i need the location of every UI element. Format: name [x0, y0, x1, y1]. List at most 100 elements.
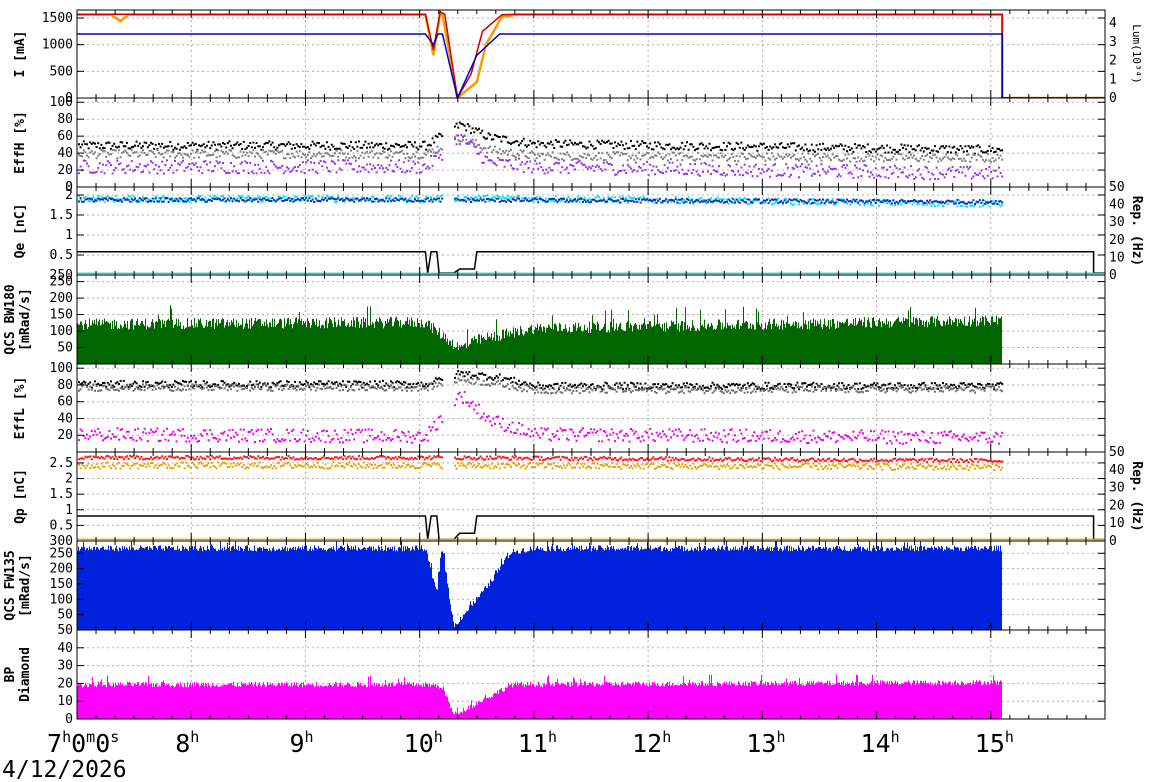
y-axis-title: Qp [nC]: [13, 469, 28, 524]
y-tick-label: 20: [57, 428, 73, 443]
right-tick-label: 10: [1109, 516, 1125, 531]
scatter-effh-1: [78, 134, 1004, 163]
y-axis-title: BP: [3, 667, 18, 683]
y-tick-label: 1: [65, 503, 73, 518]
plot-area-current: [77, 10, 1105, 98]
gridlines: [77, 98, 1105, 187]
y-tick-label: 100: [50, 592, 73, 607]
y-tick-label: 200: [50, 291, 73, 306]
y-axis-title: QCS BW180: [3, 284, 18, 355]
x-tick-label: 12h: [632, 728, 671, 758]
y-tick-label: 1500: [42, 11, 73, 26]
right-tick-label: 0: [1109, 534, 1117, 549]
y-tick-label: 0: [65, 91, 73, 106]
series-current-2: [77, 33, 1105, 98]
right-tick-label: 30: [1109, 215, 1125, 230]
x-tick-label: 8h: [175, 728, 199, 758]
right-axis-qe: 0 10 20 30 40 50 Rep. (Hz): [1109, 180, 1144, 283]
right-tick-label: 20: [1109, 233, 1125, 248]
plot-area-bp: [77, 630, 1105, 719]
y-axis-title: I [mA]: [13, 31, 28, 78]
plot-area-qp: [77, 452, 1105, 541]
right-axis-title: Rep. (Hz): [1129, 461, 1144, 531]
panel-frame: [76, 9, 1106, 99]
y-axis-title: EffH [%]: [13, 111, 28, 174]
series-current-1: [77, 10, 1105, 98]
y-tick-label: 60: [57, 395, 73, 410]
y-tick-label: 100: [50, 324, 73, 339]
y-tick-label: 50: [57, 623, 73, 638]
x-tick-label: 13h: [746, 728, 785, 758]
scatter-effl-2: [78, 391, 1004, 445]
bars-bp: [77, 674, 1002, 719]
y-tick-label: 0.5: [50, 248, 73, 263]
y-axis-qe: 0.5 1 1.5 20: [50, 180, 1105, 263]
x-tick-label: 15h: [975, 728, 1014, 758]
right-axis-title: Lum(10³⁴): [1130, 24, 1143, 84]
bars-qcs_fw: [77, 541, 1002, 630]
right-axis-title: Rep. (Hz): [1129, 196, 1144, 266]
x-ticks-qp: [76, 452, 1106, 541]
y-axis-title: QCS FW135: [3, 550, 18, 620]
plot-area-qe: [77, 187, 1105, 275]
y-tick-label: 50: [57, 341, 73, 356]
y-tick-label: 0: [65, 180, 73, 195]
y-tick-label: 300: [50, 534, 73, 549]
right-tick-label: 40: [1109, 198, 1125, 213]
right-axis-current: 0 1 2 3 4 Lum(10³⁴): [1109, 16, 1143, 106]
panel-current: 0 500 1000 1500 I [mA] 0 1 2 3 4 Lum(10³⁴): [13, 9, 1143, 106]
scatter-effh-0: [78, 121, 1004, 155]
x-ticks-effh: [76, 98, 1106, 187]
panel-effh: 0 20 40 60 80 100 EffH [%]: [13, 95, 1106, 195]
right-tick-label: 0: [1109, 91, 1117, 106]
x-tick-label: 9h: [289, 728, 313, 758]
y-tick-label: 250: [50, 275, 73, 290]
x-tick-label: 11h: [518, 728, 557, 758]
y-tick-label: 80: [57, 378, 73, 393]
right-tick-label: 3: [1109, 35, 1117, 50]
right-tick-label: 10: [1109, 250, 1125, 265]
y-tick-label: 40: [57, 641, 73, 656]
y-tick-label: 200: [50, 562, 73, 577]
y-tick-label: 20: [57, 163, 73, 178]
panel-bp: 0 10 20 30 40 50 BP Diamond: [3, 623, 1106, 727]
right-tick-label: 2: [1109, 54, 1117, 69]
scatter-effl-1: [78, 375, 1004, 395]
y-axis-title-unit: [mRad/s]: [18, 554, 33, 617]
x-ticks-qe: [76, 187, 1106, 275]
right-tick-label: 0: [1109, 268, 1117, 283]
y-axis-title-unit: [mRad/s]: [18, 288, 33, 351]
right-tick-label: 4: [1109, 16, 1117, 31]
right-tick-label: 40: [1109, 463, 1125, 478]
x-axis-labels: 7h0m0s 8h 9h 10h 11h 12h 13h 14h 15h: [47, 728, 1014, 758]
y-tick-label: 250: [50, 546, 73, 561]
x-tick-label: 7h0m0s: [47, 728, 119, 758]
y-axis-title: Qe [nC]: [13, 204, 28, 259]
y-tick-label: 1.5: [50, 487, 73, 502]
y-tick-label: 0: [65, 712, 73, 727]
y-tick-label: 2: [65, 188, 73, 203]
y-tick-label: 50: [57, 608, 73, 623]
y-tick-label: 0.5: [50, 518, 73, 533]
y-tick-label: 500: [50, 64, 73, 79]
x-tick-label: 10h: [404, 728, 443, 758]
y-tick-label: 150: [50, 308, 73, 323]
plot-area-qcs_bw: [77, 275, 1105, 364]
y-axis-qp: 0.511.522.5: [50, 456, 1105, 533]
plot-area-effh: [77, 98, 1105, 187]
series-current-0: [77, 10, 1105, 98]
y-tick-label: 1: [65, 228, 73, 243]
right-tick-label: 1: [1109, 72, 1117, 87]
gridlines: [77, 187, 1105, 275]
y-tick-label: 10: [57, 694, 73, 709]
plot-area-effl: [77, 364, 1105, 452]
y-tick-label: 80: [57, 112, 73, 127]
y-tick-label: 250: [50, 268, 73, 283]
